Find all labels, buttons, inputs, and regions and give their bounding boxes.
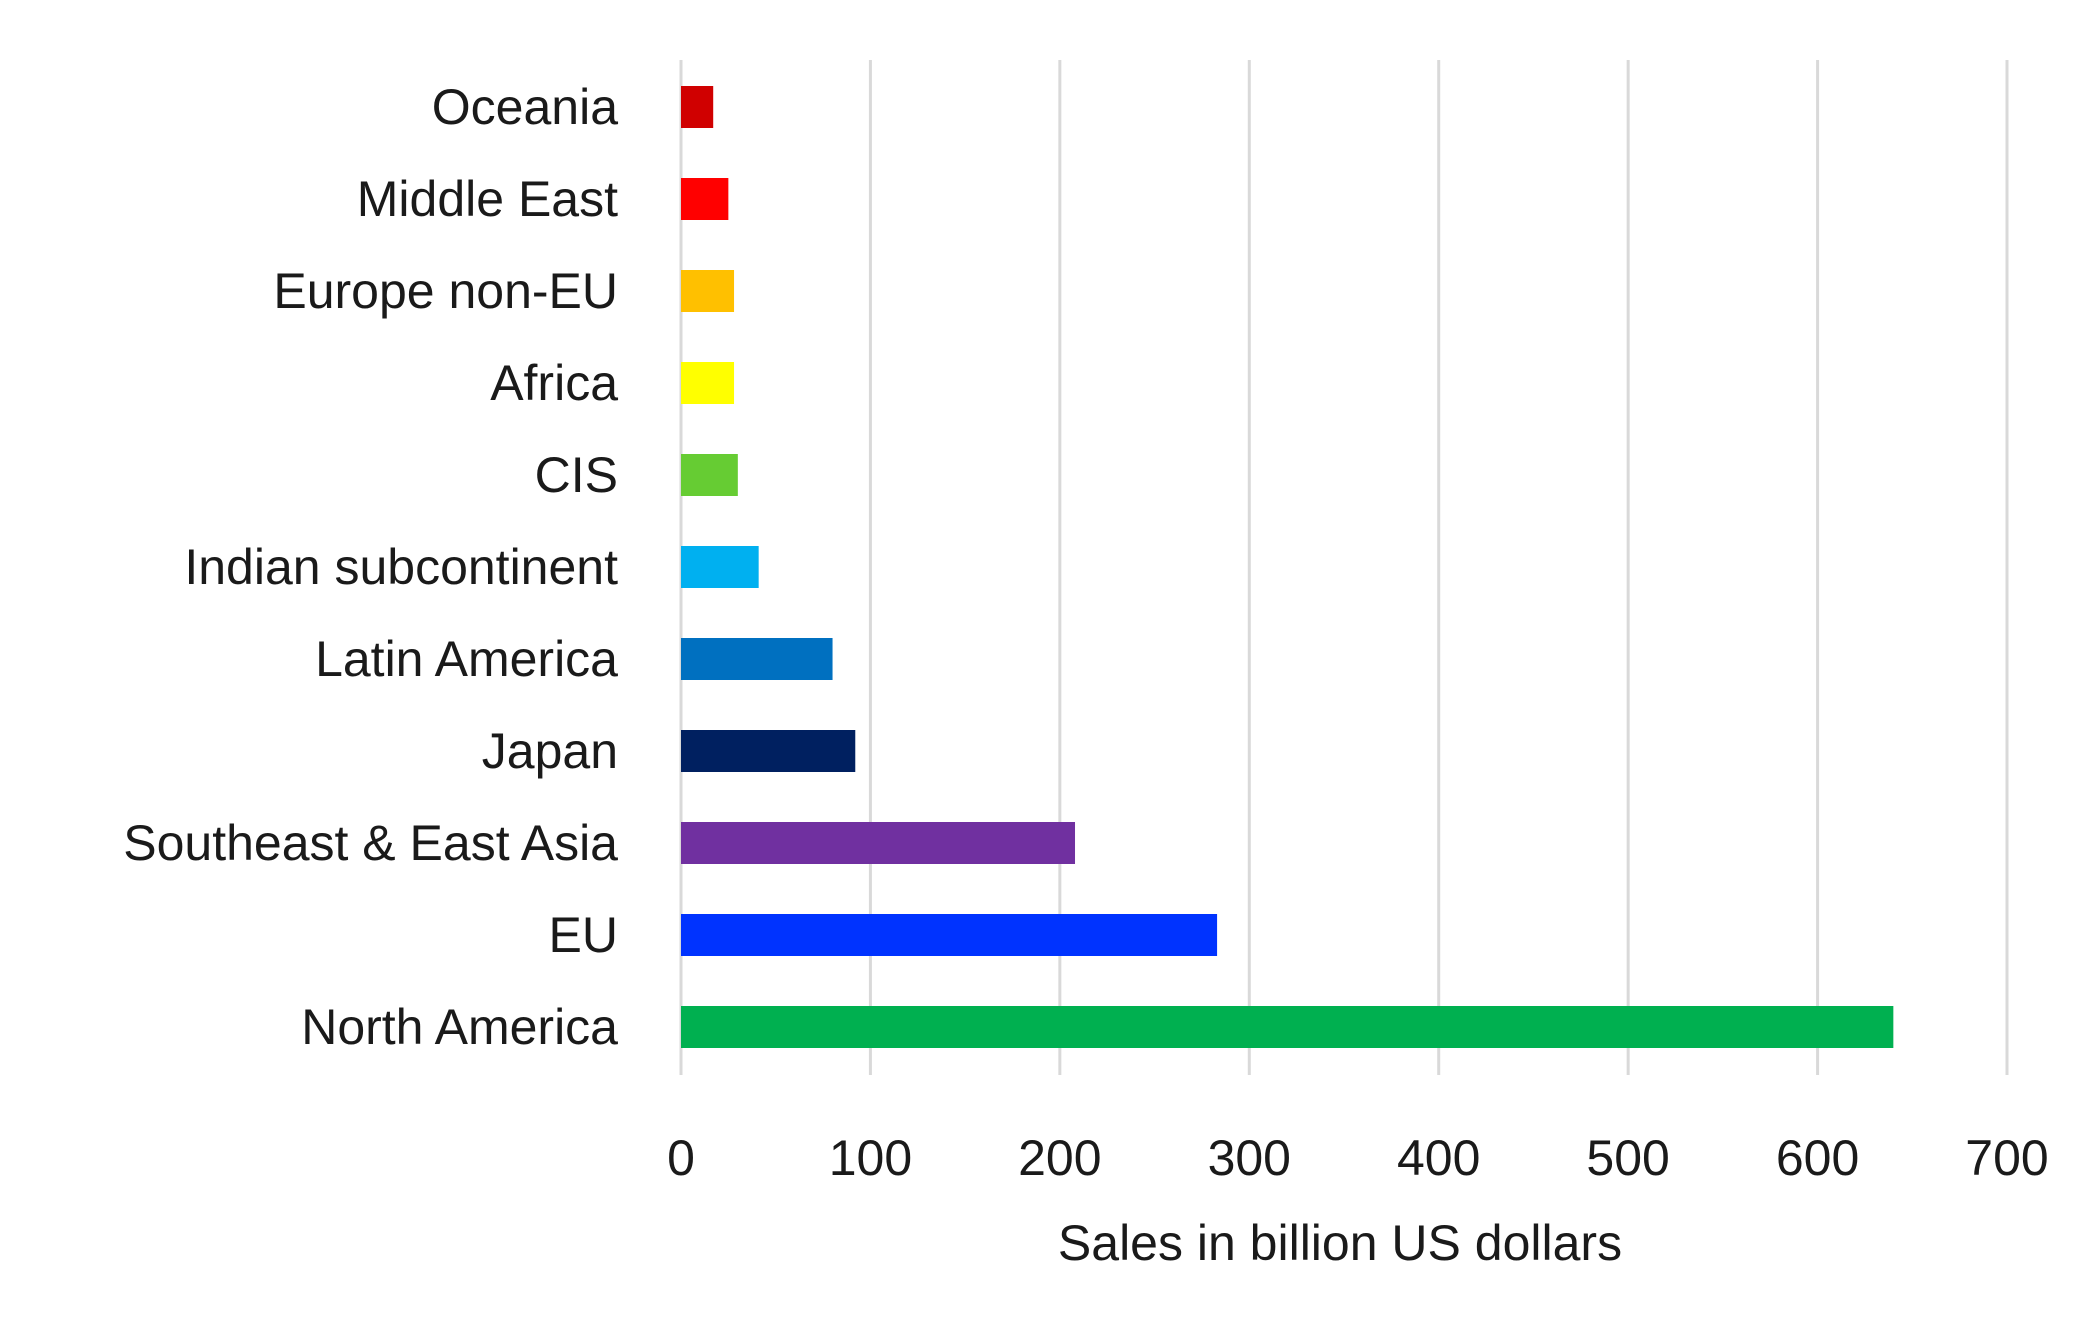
category-label: Southeast & East Asia	[123, 815, 618, 871]
bar-middle-east	[681, 178, 729, 220]
category-label: Oceania	[432, 79, 618, 135]
category-label: Africa	[490, 355, 618, 411]
category-label: Europe non-EU	[273, 263, 618, 319]
category-labels: Oceania Middle East Europe non-EU Africa CIS…	[123, 79, 618, 1055]
bar-indian-subcontinent	[681, 546, 759, 588]
bar-eu	[681, 914, 1218, 956]
bar-southeast-east-asia	[681, 822, 1076, 864]
x-tick-labels: 0 100 200 300 400 500 600 700	[667, 1130, 2049, 1186]
category-label: Latin America	[315, 631, 618, 687]
x-tick-label: 600	[1776, 1130, 1859, 1186]
bar-japan	[681, 730, 856, 772]
x-tick-label: 700	[1965, 1130, 2048, 1186]
x-tick-label: 100	[829, 1130, 912, 1186]
x-tick-label: 400	[1397, 1130, 1480, 1186]
bar-africa	[681, 362, 735, 404]
bar-latin-america	[681, 638, 833, 680]
bar-north-america	[681, 1006, 1894, 1048]
category-label: Indian subcontinent	[184, 539, 618, 595]
category-label: Middle East	[357, 171, 618, 227]
bar-europe-non-eu	[681, 270, 735, 312]
category-label: EU	[549, 907, 618, 963]
bar-oceania	[681, 86, 714, 128]
bar-cis	[681, 454, 738, 496]
bars	[681, 86, 1894, 1048]
x-axis-title: Sales in billion US dollars	[1058, 1215, 1622, 1271]
category-label: Japan	[482, 723, 618, 779]
x-tick-label: 0	[667, 1130, 695, 1186]
category-label: North America	[301, 999, 618, 1055]
x-tick-label: 200	[1018, 1130, 1101, 1186]
x-tick-label: 300	[1208, 1130, 1291, 1186]
grid-lines	[679, 60, 2009, 1075]
category-label: CIS	[535, 447, 618, 503]
x-tick-label: 500	[1586, 1130, 1669, 1186]
